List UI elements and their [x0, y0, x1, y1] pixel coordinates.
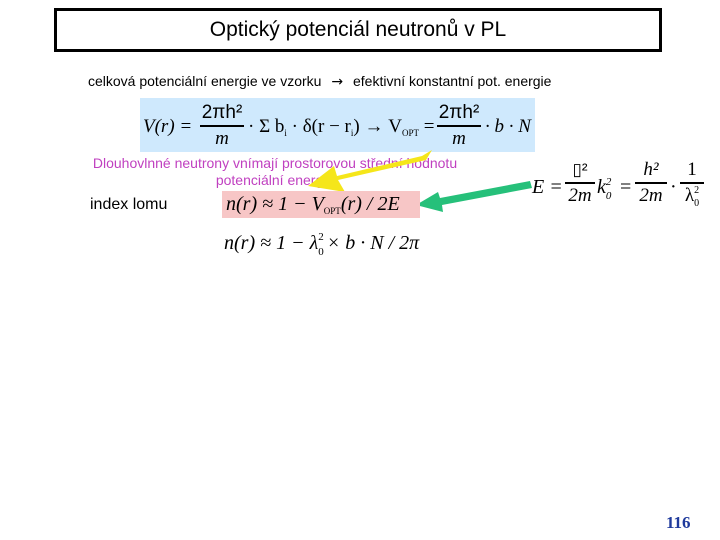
slide-title-box: Optický potenciál neutronů v PL — [54, 8, 662, 52]
right-arrow-icon: → — [331, 74, 344, 90]
fraction-2pi-h2-over-m: 2πh² m — [200, 102, 244, 149]
fraction-2pi-h2-over-m-right: 2πh² m — [437, 102, 481, 149]
yellow-arrow — [308, 150, 432, 192]
energy-lhs: E = — [532, 176, 563, 198]
slide-title: Optický potenciál neutronů v PL — [209, 18, 507, 41]
green-arrow — [416, 181, 532, 212]
energy-fraction-2: h² 2m — [635, 160, 667, 206]
index-label: index lomu — [90, 196, 168, 213]
potential-lhs: V(r) = — [143, 116, 193, 137]
sum-delta-expression: · Σ bi · δ(r − ri) → VOPT = — [248, 116, 435, 138]
energy-equals-2: = — [620, 176, 632, 198]
refractive-index-formula: n(r) ≈ 1 − VOPT(r) / 2E — [226, 193, 400, 216]
page-number: 116 — [666, 513, 691, 532]
refractive-index-formula-box — [222, 191, 420, 218]
energy-dot: · — [670, 176, 677, 198]
b-times-n: · b · N — [485, 116, 531, 137]
intro-right-text: efektivní konstantní pot. energie — [352, 73, 552, 89]
intro-left-text: celková potenciální energie ve vzorku — [88, 73, 322, 89]
refractive-index-approx: n(r) ≈ 1 − λ 2 0 × b · N / 2π — [224, 231, 420, 258]
intro-line: celková potenciální energie ve vzorku → … — [88, 73, 551, 90]
energy-fraction-1: ▯² 2m — [565, 160, 595, 206]
long-wavelength-note: Dlouhovlnné neutrony vnímají prostorovou… — [92, 155, 458, 188]
